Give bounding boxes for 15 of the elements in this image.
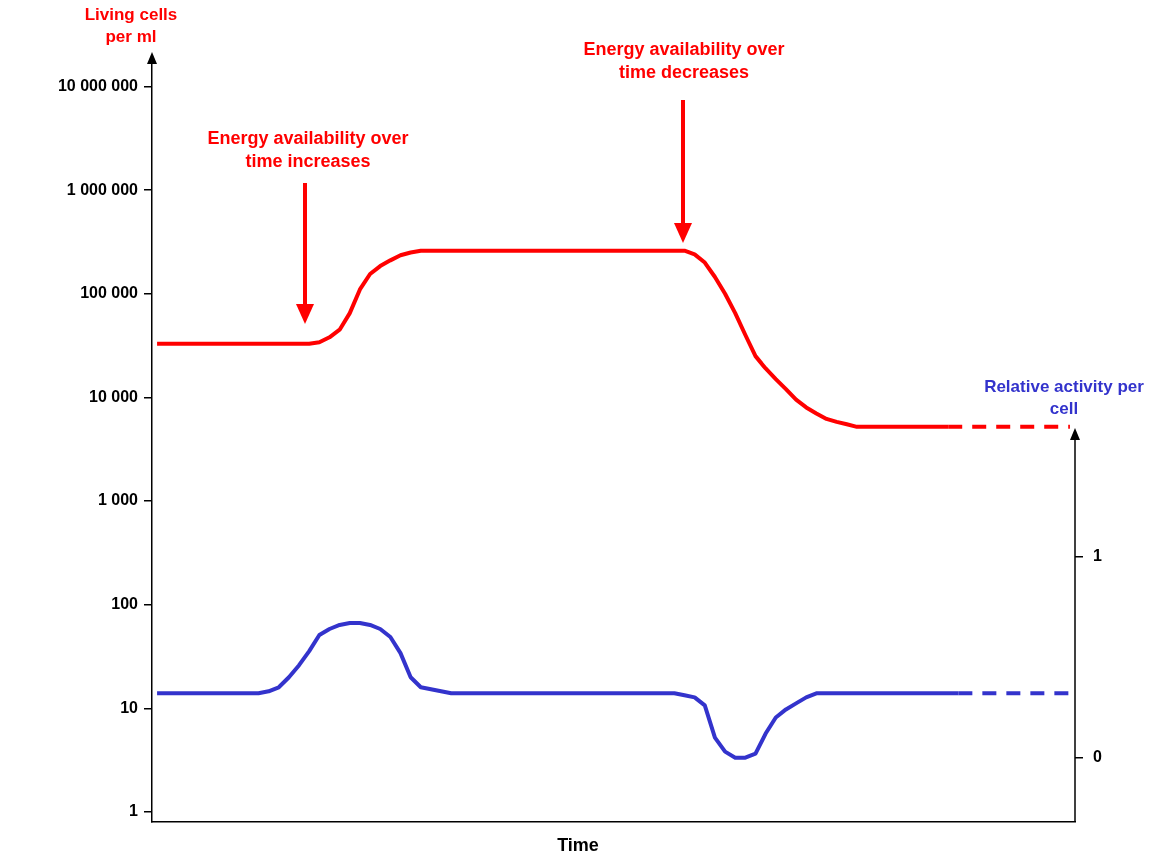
y-tick-label: 10 000 000	[57, 76, 139, 94]
y2-axis-title: Relative activity per cell	[984, 376, 1144, 421]
y-tick-label: 100 000	[80, 284, 139, 302]
y-tick-label: 10	[120, 698, 139, 716]
x-axis-title: Time	[556, 834, 600, 856]
y2-tick-label: 1	[1093, 547, 1102, 565]
y-tick-label: 1 000 000	[66, 180, 139, 198]
y-axis-title: Living cells per ml	[83, 4, 179, 49]
y-tick-label: 10 000	[89, 387, 139, 405]
y-tick-label: 1 000	[97, 491, 139, 509]
y-tick-label: 1	[129, 802, 139, 820]
y2-tick-label: 0	[1093, 748, 1102, 766]
annotation: Energy availability over time decreases	[582, 38, 786, 85]
annotation: Energy availability over time increases	[206, 127, 410, 174]
y-tick-label: 100	[111, 595, 139, 613]
